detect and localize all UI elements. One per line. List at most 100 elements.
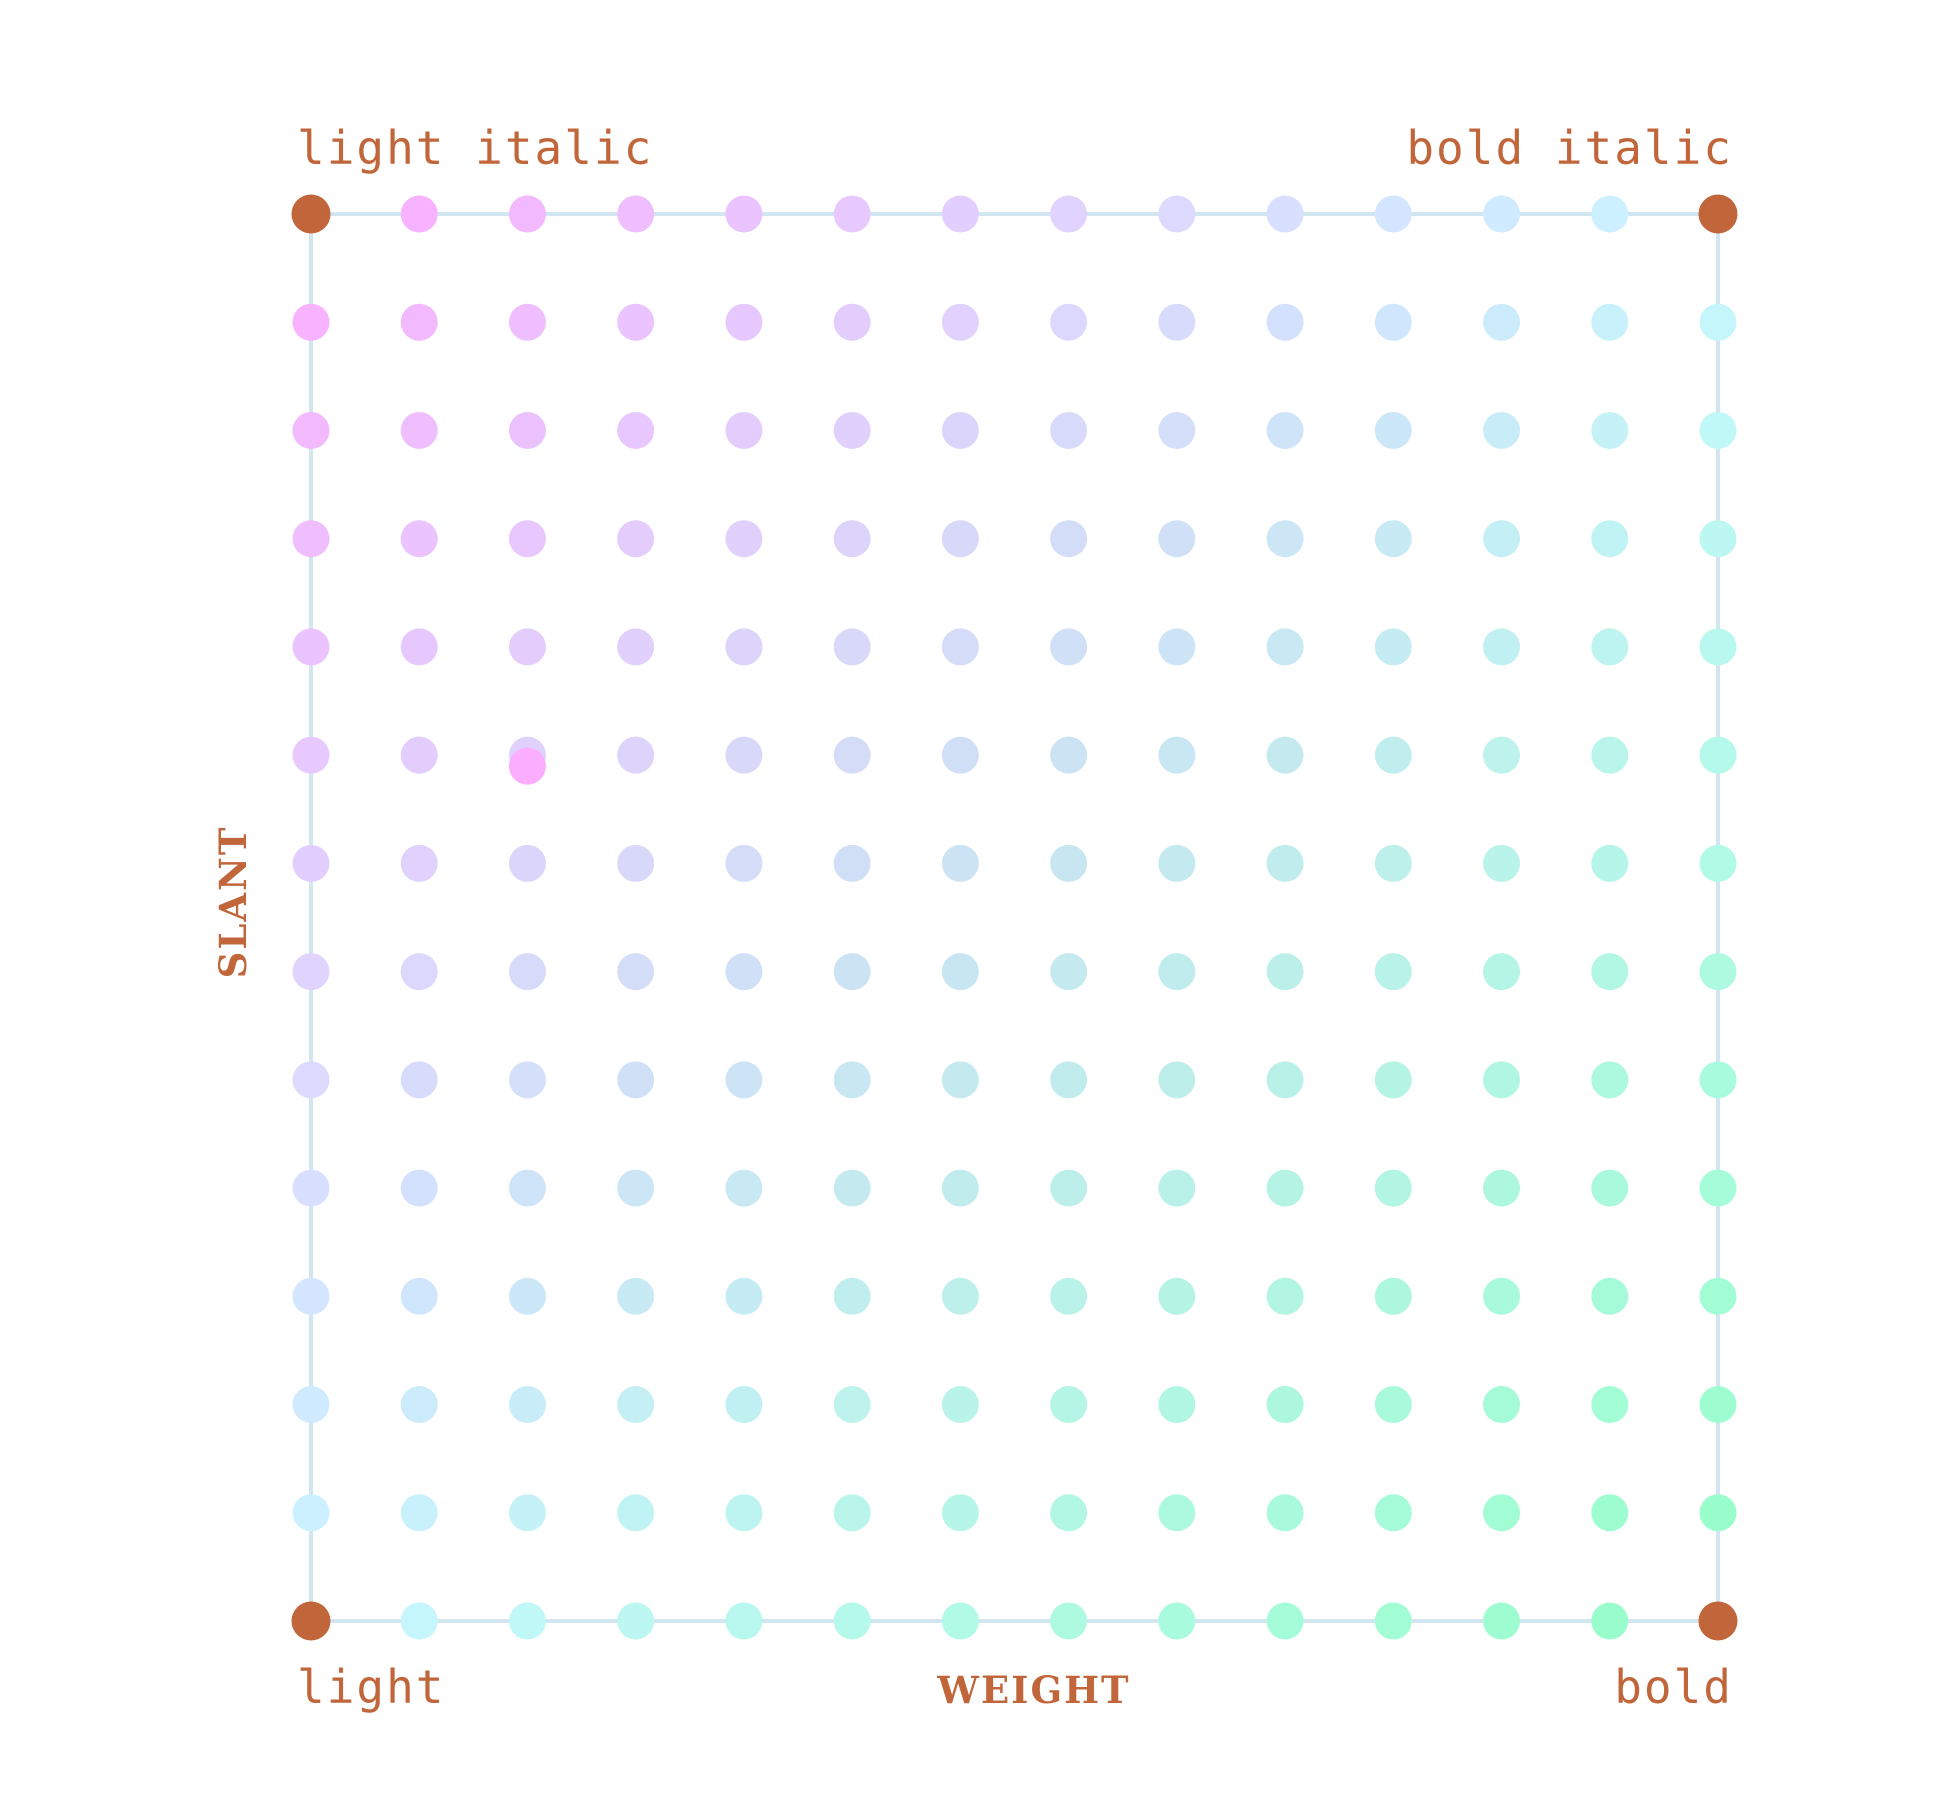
grid-dot — [292, 736, 330, 774]
grid-dot — [617, 1386, 655, 1424]
corner-label-bold-italic: bold italic — [1406, 121, 1733, 175]
grid-dot — [941, 195, 979, 233]
grid-dot — [1591, 736, 1629, 774]
grid-dot — [941, 411, 979, 449]
grid-dot — [1158, 195, 1196, 233]
grid-dot — [1050, 628, 1088, 666]
grid-dot — [1483, 844, 1521, 882]
grid-dot — [400, 628, 438, 666]
grid-dot — [941, 1494, 979, 1532]
grid-dot — [725, 1386, 763, 1424]
grid-dot — [1158, 411, 1196, 449]
grid-dot — [1699, 303, 1737, 341]
grid-dot — [1483, 411, 1521, 449]
grid-dot — [292, 1494, 330, 1532]
grid-dot — [941, 1061, 979, 1099]
grid-dot — [833, 1061, 871, 1099]
grid-dot — [1483, 303, 1521, 341]
grid-dot — [1266, 1494, 1304, 1532]
grid-dot — [617, 411, 655, 449]
outlier-dot — [508, 747, 546, 785]
grid-dot — [725, 1061, 763, 1099]
grid-dot — [617, 736, 655, 774]
grid-dot — [1699, 1494, 1737, 1532]
grid-dot — [1050, 1602, 1088, 1640]
grid-dot — [1483, 195, 1521, 233]
grid-dot — [1699, 1061, 1737, 1099]
grid-dot — [1266, 1277, 1304, 1315]
grid-dot — [1483, 520, 1521, 558]
grid-dot — [725, 844, 763, 882]
grid-dot — [508, 844, 546, 882]
grid-dot — [400, 520, 438, 558]
grid-dot — [725, 1494, 763, 1532]
grid-dot — [1050, 1277, 1088, 1315]
corner-dot-bold — [1698, 1601, 1738, 1641]
grid-dot — [1374, 195, 1412, 233]
grid-dot — [833, 844, 871, 882]
grid-dot — [1591, 303, 1629, 341]
grid-dot — [508, 303, 546, 341]
grid-dot — [292, 953, 330, 991]
grid-dot — [1374, 628, 1412, 666]
grid-dot — [833, 195, 871, 233]
corner-dot-bold-italic — [1698, 194, 1738, 234]
grid-dot — [1158, 1277, 1196, 1315]
grid-dot — [1699, 1277, 1737, 1315]
grid-dot — [1050, 195, 1088, 233]
grid-dot — [1591, 628, 1629, 666]
grid-dot — [292, 628, 330, 666]
grid-dot — [1591, 520, 1629, 558]
grid-dot — [400, 1277, 438, 1315]
grid-dot — [400, 1386, 438, 1424]
grid-dot — [508, 195, 546, 233]
grid-dot — [1374, 1494, 1412, 1532]
grid-dot — [1050, 736, 1088, 774]
design-space-frame — [309, 212, 1720, 1623]
grid-dot — [1591, 411, 1629, 449]
grid-dot — [1483, 1169, 1521, 1207]
grid-dot — [1699, 411, 1737, 449]
grid-dot — [833, 1494, 871, 1532]
grid-dot — [941, 844, 979, 882]
grid-dot — [1158, 520, 1196, 558]
grid-dot — [1374, 520, 1412, 558]
grid-dot — [1158, 736, 1196, 774]
corner-label-light-italic: light italic — [297, 121, 653, 175]
grid-dot — [725, 1602, 763, 1640]
grid-dot — [508, 520, 546, 558]
grid-dot — [725, 736, 763, 774]
grid-dot — [941, 1602, 979, 1640]
x-axis-label: WEIGHT — [936, 1668, 1130, 1712]
corner-label-bold: bold — [1614, 1660, 1733, 1714]
grid-dot — [1158, 953, 1196, 991]
grid-dot — [508, 1386, 546, 1424]
grid-dot — [1158, 1386, 1196, 1424]
grid-dot — [833, 1386, 871, 1424]
grid-dot — [508, 1494, 546, 1532]
grid-dot — [1374, 844, 1412, 882]
grid-dot — [1374, 411, 1412, 449]
grid-dot — [833, 1277, 871, 1315]
grid-dot — [292, 520, 330, 558]
grid-dot — [1158, 303, 1196, 341]
grid-dot — [1158, 844, 1196, 882]
grid-dot — [617, 1602, 655, 1640]
grid-dot — [1591, 1277, 1629, 1315]
grid-dot — [833, 1169, 871, 1207]
grid-dot — [292, 1061, 330, 1099]
grid-dot — [941, 1277, 979, 1315]
grid-dot — [1266, 1169, 1304, 1207]
grid-dot — [1699, 844, 1737, 882]
grid-dot — [725, 1277, 763, 1315]
grid-dot — [1699, 953, 1737, 991]
grid-dot — [1266, 1602, 1304, 1640]
grid-dot — [1483, 628, 1521, 666]
grid-dot — [833, 736, 871, 774]
grid-dot — [1050, 844, 1088, 882]
grid-dot — [1158, 628, 1196, 666]
grid-dot — [617, 195, 655, 233]
grid-dot — [292, 303, 330, 341]
grid-dot — [1266, 303, 1304, 341]
grid-dot — [833, 628, 871, 666]
